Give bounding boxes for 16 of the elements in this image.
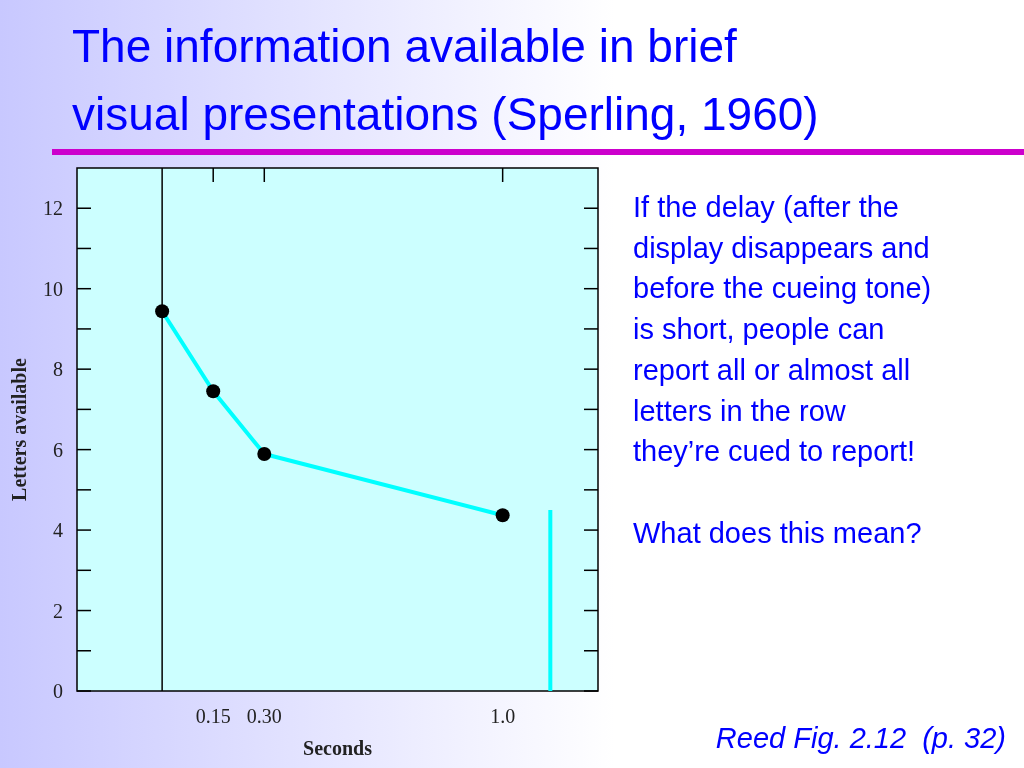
y-tick-label: 6	[53, 438, 63, 461]
text: What does this mean?	[633, 516, 922, 549]
y-axis-title: Letters available	[8, 358, 30, 501]
x-tick-label: 0.15	[195, 705, 231, 727]
y-tick-label: 0	[53, 680, 63, 702]
chart-title: The information available in brief visual presentations (Sperling, 1960)	[72, 20, 819, 140]
y-tick-label: 12	[43, 197, 63, 220]
y-tick-label: 10	[43, 277, 63, 300]
x-tick-label: 1.0	[490, 705, 516, 727]
x-tick-label: 0.30	[246, 705, 282, 727]
y-tick-label: 4	[53, 519, 63, 542]
y-tick-label: 8	[53, 358, 63, 381]
y-tick-label: 2	[53, 599, 63, 622]
text: If the delay (after the display disappears and before the cueing tone) is short, people can report all or almost all letters in the row they’re cued to report!	[633, 191, 932, 468]
x-axis-title: Seconds	[303, 737, 373, 759]
text: Reed Fig. 2.12 (p. 32)	[715, 722, 1006, 754]
